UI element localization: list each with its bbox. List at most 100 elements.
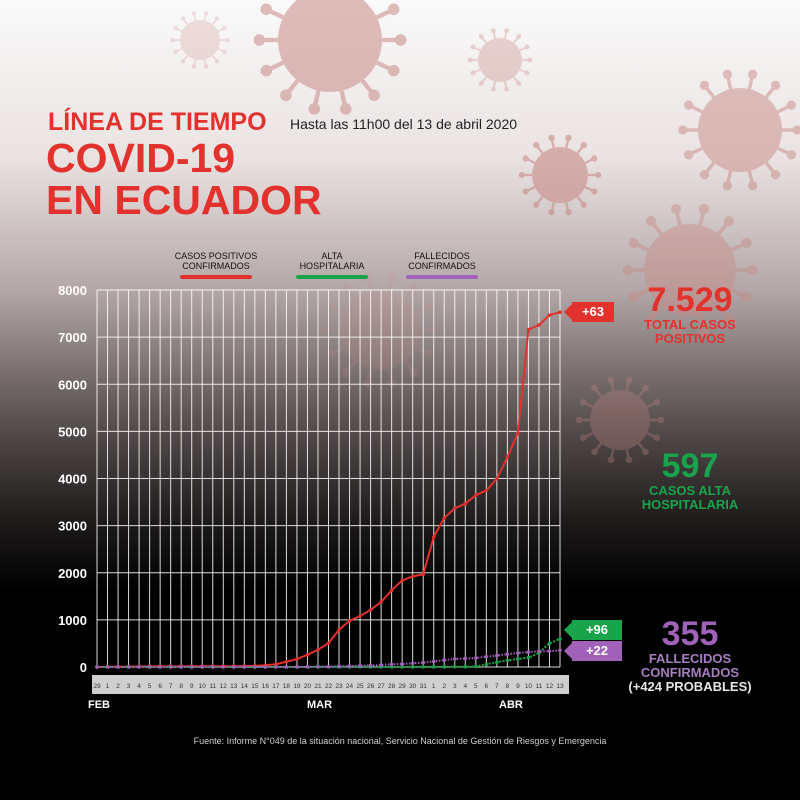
y-tick-label: 5000: [58, 424, 87, 439]
covid-title: COVID-19: [46, 135, 236, 181]
legend-alta: ALTA HOSPITALARIA: [293, 251, 371, 279]
data-point: [242, 665, 247, 669]
x-tick-label: 13: [556, 683, 564, 690]
data-point: [105, 665, 110, 669]
data-point: [368, 608, 373, 612]
data-point: [305, 664, 310, 669]
data-point: [347, 664, 352, 668]
x-tick-label: 26: [367, 683, 375, 690]
x-tick-label: 15: [251, 683, 259, 690]
virus-shape: [622, 203, 758, 337]
y-tick-label: 3000: [58, 519, 87, 534]
data-point: [253, 665, 257, 669]
x-tick-label: 19: [293, 683, 301, 690]
data-point: [400, 662, 404, 666]
y-tick-label: 7000: [58, 330, 87, 345]
data-point: [337, 664, 341, 669]
data-point: [463, 501, 468, 506]
data-point: [463, 664, 468, 669]
data-point: [263, 665, 268, 669]
data-point: [358, 614, 362, 618]
x-tick-label: 7: [169, 683, 173, 690]
x-tick-label: 14: [241, 683, 249, 690]
data-point: [495, 476, 499, 481]
month-mar: MAR: [307, 699, 333, 711]
x-tick-label: 16: [262, 683, 270, 690]
x-tick-label: 25: [356, 683, 364, 690]
data-point: [474, 493, 478, 497]
data-point: [537, 649, 541, 654]
y-tick-label: 1000: [58, 613, 87, 628]
data-point: [200, 665, 205, 669]
x-tick-label: 30: [409, 683, 417, 690]
data-point: [179, 665, 183, 669]
data-point: [274, 662, 278, 667]
legend-alta-swatch: [296, 275, 368, 279]
x-tick-label: 9: [190, 683, 194, 690]
data-point: [431, 665, 436, 669]
x-tick-label: 5: [148, 683, 152, 690]
y-tick-label: 4000: [58, 472, 87, 487]
x-tick-label: 10: [525, 683, 533, 690]
x-axis-strip: [92, 675, 569, 694]
data-point: [537, 323, 541, 327]
data-point: [442, 516, 447, 520]
x-tick-label: 21: [314, 683, 322, 690]
data-point: [379, 663, 383, 667]
legend-fallecidos: FALLECIDOS CONFIRMADOS: [400, 251, 484, 279]
data-point: [505, 652, 510, 656]
data-point: [295, 657, 299, 661]
x-tick-label: 10: [199, 683, 207, 690]
data-point: [421, 665, 426, 669]
data-point: [516, 431, 520, 435]
fallecidos-total: 355: [661, 615, 719, 653]
month-abr: ABR: [499, 699, 523, 711]
virus-shape: [467, 28, 533, 92]
x-tick-label: 5: [474, 683, 478, 690]
x-tick-label: 1: [106, 683, 110, 690]
x-tick-label: 31: [420, 683, 428, 690]
data-point: [221, 665, 226, 669]
data-point: [547, 641, 552, 646]
data-point: [526, 327, 531, 332]
x-tick-label: 8: [506, 683, 510, 690]
positivos-increment-badge: +63: [564, 302, 614, 322]
x-tick-label: 4: [463, 683, 467, 690]
x-tick-label: 12: [220, 683, 228, 690]
alta-increment-badge: +96: [564, 620, 622, 640]
data-point: [484, 662, 489, 667]
data-point: [347, 618, 352, 623]
data-point: [463, 656, 468, 661]
data-point: [305, 652, 310, 657]
data-point: [558, 637, 562, 641]
positivos-stat: 7.529 TOTAL CASOS POSITIVOS: [610, 282, 770, 346]
positivos-label: TOTAL CASOS POSITIVOS: [644, 317, 736, 346]
data-point: [231, 665, 236, 669]
legend-fallecidos-swatch: [406, 275, 478, 279]
data-point: [526, 650, 531, 654]
data-point: [505, 658, 510, 663]
data-point: [495, 653, 499, 658]
data-point: [558, 310, 562, 314]
month-feb: FEB: [88, 699, 110, 711]
data-point: [484, 654, 489, 659]
x-tick-label: 27: [377, 683, 385, 690]
data-point: [210, 665, 215, 669]
x-tick-label: 18: [283, 683, 291, 690]
data-point: [452, 664, 457, 669]
data-point: [484, 488, 489, 493]
data-point: [284, 665, 289, 669]
data-point: [547, 649, 552, 654]
y-tick-label: 2000: [58, 566, 87, 581]
data-point: [400, 578, 404, 583]
x-tick-label: 12: [546, 683, 554, 690]
virus-shape: [253, 0, 407, 115]
data-point: [326, 641, 331, 645]
alta-stat: 597 CASOS ALTA HOSPITALARIA: [610, 448, 770, 512]
positivos-total: 7.529: [647, 281, 733, 319]
data-point: [421, 572, 426, 577]
data-point: [389, 665, 394, 669]
data-point: [421, 660, 426, 665]
x-tick-label: 3: [453, 683, 457, 690]
